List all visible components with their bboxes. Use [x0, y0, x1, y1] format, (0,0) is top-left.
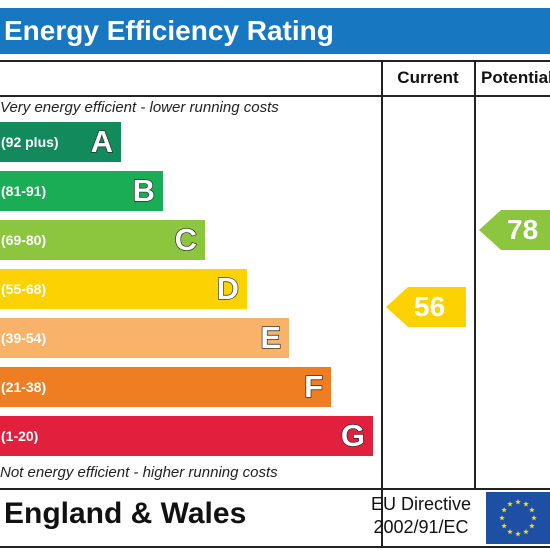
band-letter: G [340, 417, 365, 453]
bottom-caption: Not energy efficient - higher running co… [0, 464, 278, 481]
top-border [0, 60, 550, 62]
band-letter: A [90, 123, 114, 159]
eu-star [529, 523, 535, 529]
directive-line-1: EU Directive [370, 494, 472, 514]
footer-divider [0, 488, 550, 490]
band-range-label: (39-54) [1, 330, 47, 346]
page-title: Energy Efficiency Rating [0, 8, 550, 54]
band-d: (55-68) D [0, 269, 247, 309]
eu-star [515, 499, 521, 505]
band-range-label: (92 plus) [1, 134, 59, 150]
eu-star [523, 528, 529, 535]
eu-star [501, 523, 507, 529]
band-range-label: (81-91) [1, 183, 47, 199]
bottom-border [0, 546, 550, 548]
eu-flag-icon [486, 492, 550, 544]
band-letter: D [216, 270, 240, 306]
band-b: (81-91) B [0, 171, 163, 211]
band-range-label: (1-20) [1, 428, 39, 444]
eu-star [529, 507, 535, 513]
region-label: England & Wales [4, 497, 247, 530]
band-e: (39-54) E [0, 318, 289, 358]
eu-star [515, 531, 521, 537]
band-range-label: (21-38) [1, 379, 47, 395]
header-divider [0, 95, 550, 97]
band-a: (92 plus) A [0, 122, 121, 162]
eu-star [507, 501, 513, 507]
potential-column-divider [474, 60, 476, 488]
eu-star [499, 515, 505, 521]
band-letter: C [174, 221, 198, 257]
current-rating-arrow: 56 [386, 287, 466, 327]
band-c: (69-80) C [0, 220, 205, 260]
eu-star [523, 501, 529, 507]
eu-star [507, 528, 513, 535]
potential-column-header: Potential [481, 68, 550, 87]
current-rating-value: 56 [414, 291, 446, 322]
eu-star [531, 515, 537, 521]
band-letter: E [260, 319, 282, 355]
band-letter: B [132, 172, 156, 208]
current-column-divider [381, 60, 383, 548]
potential-rating-value: 78 [507, 214, 539, 245]
band-f: (21-38) F [0, 367, 331, 407]
eu-star [501, 507, 507, 513]
band-range-label: (69-80) [1, 232, 47, 248]
band-range-label: (55-68) [1, 281, 47, 297]
band-letter: F [303, 368, 323, 404]
potential-rating-arrow: 78 [479, 210, 550, 250]
current-column-header: Current [397, 68, 459, 87]
top-caption: Very energy efficient - lower running co… [0, 99, 279, 116]
band-g: (1-20) G [0, 416, 373, 456]
directive-line-2: 2002/91/EC [373, 517, 469, 537]
